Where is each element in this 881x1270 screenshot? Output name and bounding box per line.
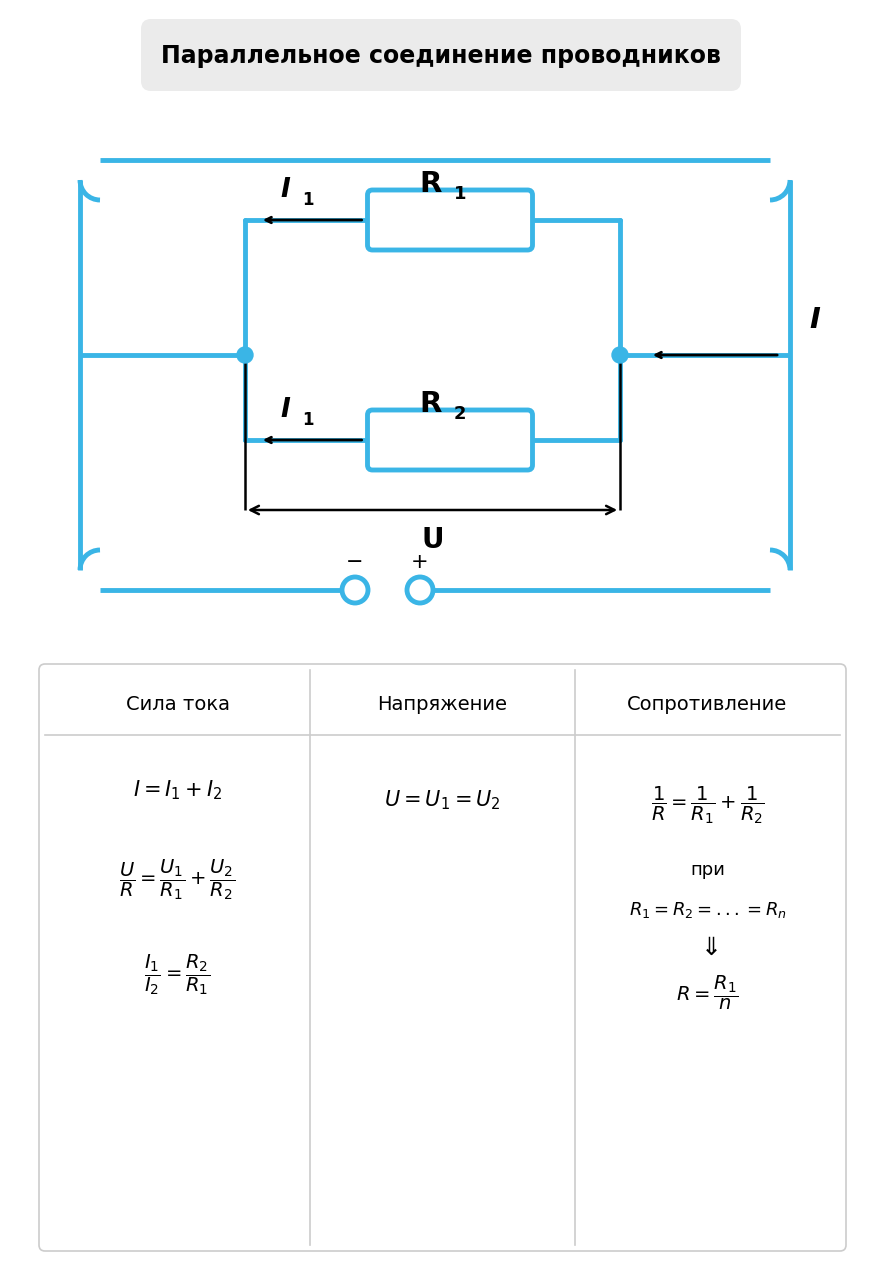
Text: U: U — [421, 526, 444, 554]
Text: Сила тока: Сила тока — [125, 695, 229, 714]
Text: +: + — [411, 552, 429, 572]
Text: $\mathit{U} = \mathit{U}_1 = \mathit{U}_2$: $\mathit{U} = \mathit{U}_1 = \mathit{U}_… — [384, 789, 501, 812]
Text: $\dfrac{1}{R} = \dfrac{1}{R_1} + \dfrac{1}{R_2}$: $\dfrac{1}{R} = \dfrac{1}{R_1} + \dfrac{… — [650, 785, 765, 826]
Text: 1: 1 — [454, 185, 467, 203]
Text: $\mathit{I} = \mathit{I}_1 + \mathit{I}_2$: $\mathit{I} = \mathit{I}_1 + \mathit{I}_… — [133, 779, 222, 801]
Text: −: − — [346, 552, 364, 572]
Text: Напряжение: Напряжение — [377, 695, 507, 714]
Text: $\Downarrow$: $\Downarrow$ — [696, 936, 719, 960]
FancyBboxPatch shape — [39, 664, 846, 1251]
Text: 1: 1 — [302, 411, 314, 429]
Text: I: I — [280, 398, 290, 423]
Text: при: при — [690, 861, 725, 879]
Text: 1: 1 — [302, 190, 314, 210]
Circle shape — [612, 347, 628, 363]
Text: R: R — [419, 390, 442, 418]
Text: I: I — [810, 306, 820, 334]
Text: $R = \dfrac{R_1}{n}$: $R = \dfrac{R_1}{n}$ — [677, 974, 738, 1012]
Text: $\dfrac{I_1}{I_2} = \dfrac{R_2}{R_1}$: $\dfrac{I_1}{I_2} = \dfrac{R_2}{R_1}$ — [144, 952, 211, 997]
Text: $R_1 = R_2 = ... = R_n$: $R_1 = R_2 = ... = R_n$ — [629, 900, 787, 919]
Text: 2: 2 — [454, 405, 467, 423]
FancyBboxPatch shape — [141, 19, 741, 91]
FancyBboxPatch shape — [367, 410, 532, 470]
Text: Параллельное соединение проводников: Параллельное соединение проводников — [161, 44, 721, 69]
Text: R: R — [419, 170, 442, 198]
Text: Сопротивление: Сопротивление — [627, 695, 788, 714]
FancyBboxPatch shape — [367, 190, 532, 250]
Text: I: I — [280, 177, 290, 203]
Text: $\dfrac{U}{R} = \dfrac{U_1}{R_1} + \dfrac{U_2}{R_2}$: $\dfrac{U}{R} = \dfrac{U_1}{R_1} + \dfra… — [120, 857, 235, 903]
Circle shape — [237, 347, 253, 363]
